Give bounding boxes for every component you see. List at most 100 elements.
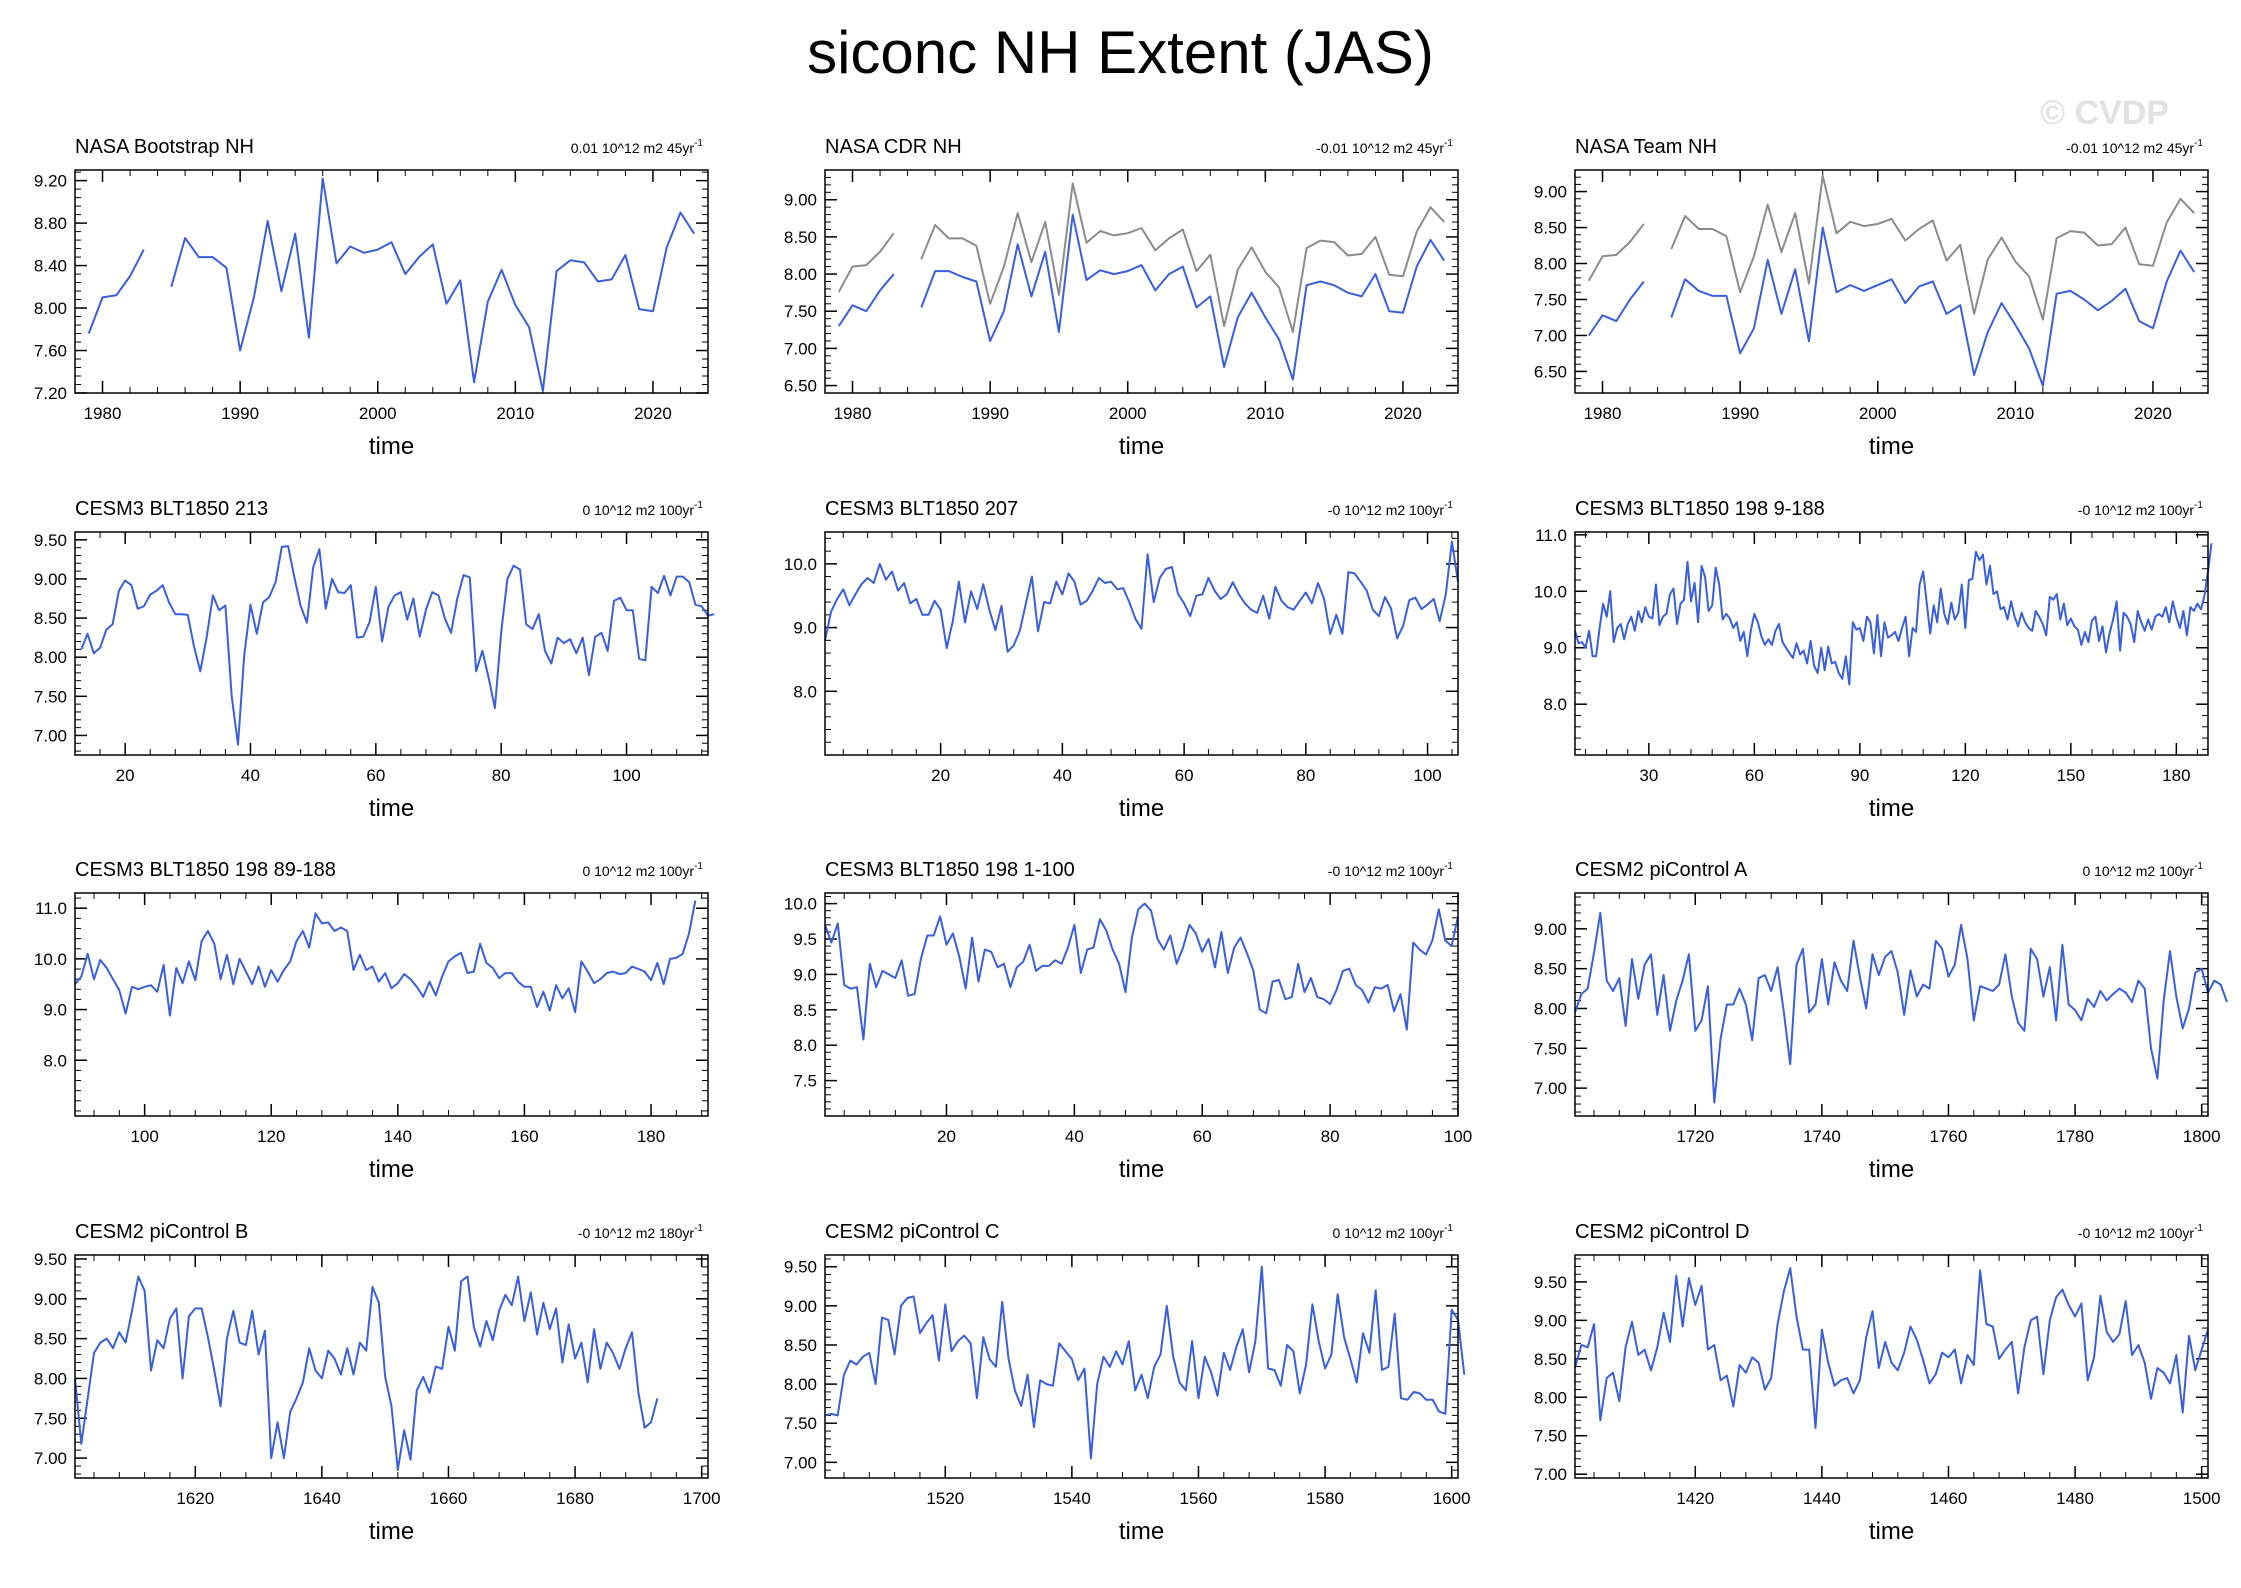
x-tick-label: 1620 <box>176 1489 214 1508</box>
trend-label: 0 10^12 m2 100yr-1 <box>582 500 703 518</box>
panel-11: 7.00 7.50 8.00 8.50 9.00 9.50 1520 1540 1560 1580… <box>784 1221 1471 1545</box>
panel-5: 8.0 9.0 10.0 20 40 60 80 100 CESM3 BLT1850 207 -0… <box>784 498 1459 822</box>
trend-label-exponent: -1 <box>1444 500 1453 511</box>
panel-title: CESM3 BLT1850 213 <box>75 498 268 520</box>
x-tick-label: 1980 <box>834 404 872 423</box>
y-tick-label: 9.50 <box>34 1250 67 1269</box>
panel-4: 7.00 7.50 8.00 8.50 9.00 9.50 20 40 60 80 100 CESM3… <box>34 498 715 822</box>
panel-12: 7.00 7.50 8.00 8.50 9.00 9.50 1420 1440 1460 1480… <box>1534 1221 2221 1545</box>
x-tick-label: 30 <box>1639 766 1658 785</box>
x-tick-label: 1520 <box>926 1489 964 1508</box>
plot-frame <box>824 1254 1459 1479</box>
x-tick-label: 1800 <box>2183 1127 2221 1146</box>
x-axis-label: time <box>1869 795 1914 822</box>
y-tick-label: 6.50 <box>784 377 817 396</box>
y-tick-label: 8.0 <box>793 682 817 701</box>
series-line-1 <box>1574 543 2213 686</box>
x-tick-label: 2000 <box>1109 404 1147 423</box>
cvdp-watermark: © CVDP <box>2040 94 2169 132</box>
y-tick-label: 9.0 <box>793 965 817 984</box>
x-tick-label: 60 <box>1193 1127 1212 1146</box>
x-tick-label: 1500 <box>2183 1489 2221 1508</box>
trend-label-exponent: -1 <box>694 500 703 511</box>
y-tick-label: 9.0 <box>43 1001 67 1020</box>
y-tick-label: 7.00 <box>1534 326 1567 345</box>
y-tick-label: 10.0 <box>784 555 817 574</box>
y-tick-label: 9.00 <box>784 1297 817 1316</box>
trend-label: -0 10^12 m2 180yr-1 <box>578 1223 704 1241</box>
y-tick-label: 8.00 <box>34 1369 67 1388</box>
y-tick-label: 7.00 <box>1534 1465 1567 1484</box>
x-axis-label: time <box>369 1518 414 1545</box>
y-tick-label: 10.0 <box>1534 582 1567 601</box>
series-line-2 <box>837 213 1446 381</box>
y-tick-label: 8.00 <box>34 299 67 318</box>
x-axis-label: time <box>369 795 414 822</box>
y-tick-label: 8.00 <box>1534 1388 1567 1407</box>
plot-frame <box>74 531 709 756</box>
y-tick-label: 7.00 <box>784 1453 817 1472</box>
x-tick-label: 1680 <box>556 1489 594 1508</box>
x-tick-label: 2020 <box>634 404 672 423</box>
plot-frame <box>824 169 1459 394</box>
x-tick-label: 20 <box>116 766 135 785</box>
plot-frame <box>1574 892 2209 1117</box>
panel-title: CESM2 piControl D <box>1575 1221 1750 1243</box>
x-tick-label: 2020 <box>1384 404 1422 423</box>
x-tick-label: 100 <box>130 1127 158 1146</box>
x-tick-label: 40 <box>1053 766 1072 785</box>
trend-label-exponent: -1 <box>2194 1223 2203 1234</box>
y-tick-label: 8.0 <box>43 1051 67 1070</box>
trend-label: -0.01 10^12 m2 45yr-1 <box>2066 138 2203 156</box>
panel-title: CESM3 BLT1850 198 9-188 <box>1575 498 1825 520</box>
trend-label: 0 10^12 m2 100yr-1 <box>582 861 703 879</box>
y-tick-label: 9.50 <box>34 531 67 550</box>
x-tick-label: 120 <box>1951 766 1979 785</box>
trend-label-exponent: -1 <box>694 1223 703 1234</box>
panel-1: 7.20 7.60 8.00 8.40 8.80 9.20 1980 1990 2000 2010… <box>34 136 709 460</box>
y-tick-label: 10.0 <box>784 895 817 914</box>
y-tick-label: 8.5 <box>793 1001 817 1020</box>
panel-title: CESM3 BLT1850 198 89-188 <box>75 859 336 881</box>
y-tick-label: 8.50 <box>34 609 67 628</box>
x-tick-label: 1420 <box>1676 1489 1714 1508</box>
trend-label: -0 10^12 m2 100yr-1 <box>1328 500 1454 518</box>
x-tick-label: 80 <box>1296 766 1315 785</box>
x-tick-label: 1990 <box>1721 404 1759 423</box>
y-tick-label: 7.20 <box>34 384 67 403</box>
y-tick-label: 9.00 <box>1534 1311 1567 1330</box>
y-tick-label: 8.0 <box>1543 695 1567 714</box>
y-tick-label: 9.00 <box>34 570 67 589</box>
series-line-1 <box>1587 174 2195 321</box>
y-tick-label: 8.50 <box>1534 1350 1567 1369</box>
panel-2: 6.50 7.00 7.50 8.00 8.50 9.00 1980 1990 2000 2010… <box>784 136 1459 460</box>
panel-10: 7.00 7.50 8.00 8.50 9.00 9.50 1620 1640 1660 1680… <box>34 1221 721 1545</box>
x-axis-label: time <box>1869 1156 1914 1183</box>
series-line-1 <box>824 1265 1466 1460</box>
x-tick-label: 180 <box>2162 766 2190 785</box>
panel-title: CESM2 piControl A <box>1575 859 1748 881</box>
y-tick-label: 6.50 <box>1534 362 1567 381</box>
x-tick-label: 1580 <box>1306 1489 1344 1508</box>
trend-label: -0 10^12 m2 100yr-1 <box>2078 1223 2204 1241</box>
y-tick-label: 7.50 <box>1534 1427 1567 1446</box>
x-tick-label: 60 <box>1175 766 1194 785</box>
panel-3: 6.50 7.00 7.50 8.00 8.50 9.00 1980 1990 2000 2010… <box>1534 136 2209 460</box>
y-tick-label: 8.00 <box>34 648 67 667</box>
series-line-2 <box>1587 226 2196 387</box>
x-tick-label: 180 <box>637 1127 665 1146</box>
x-tick-label: 1980 <box>1584 404 1622 423</box>
y-tick-label: 9.0 <box>1543 639 1567 658</box>
series-line-1 <box>824 902 1459 1041</box>
y-tick-label: 8.40 <box>34 257 67 276</box>
x-tick-label: 1660 <box>430 1489 468 1508</box>
y-tick-label: 7.50 <box>1534 290 1567 309</box>
plot-frame <box>824 531 1459 756</box>
x-tick-label: 1980 <box>84 404 122 423</box>
panel-title: CESM3 BLT1850 207 <box>825 498 1018 520</box>
y-tick-label: 9.00 <box>1534 920 1567 939</box>
series-line-1 <box>74 900 697 1017</box>
y-tick-label: 8.00 <box>784 265 817 284</box>
y-tick-label: 8.00 <box>1534 999 1567 1018</box>
panel-9: 7.00 7.50 8.00 8.50 9.00 1720 1740 1760 1780 1800… <box>1534 859 2228 1183</box>
